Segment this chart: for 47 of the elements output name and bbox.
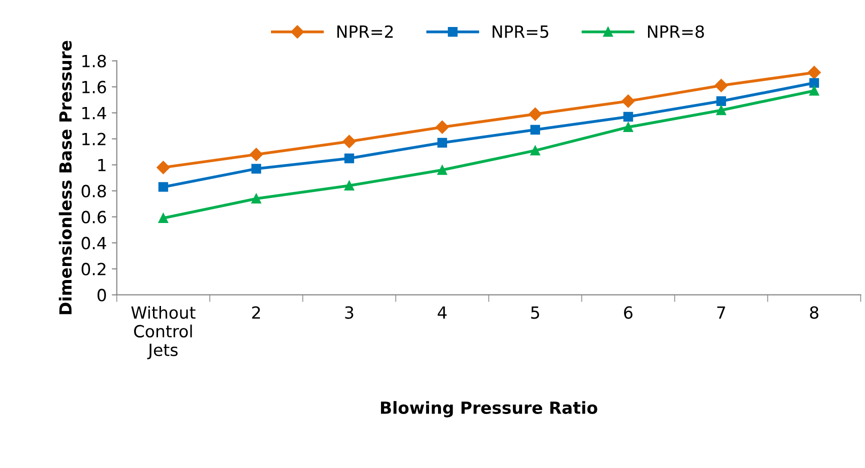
y-tick-label: 0.4 [82,236,106,250]
point [530,124,540,135]
point [623,112,634,122]
point [344,153,354,164]
x-tick-label: 8 [810,306,818,319]
point [250,148,263,162]
y-tick-label: 0.2 [82,262,106,276]
point [251,164,262,174]
y-tick-label: 0.6 [82,210,106,224]
x-tick-label: 7 [717,306,726,319]
y-tick-label: 1.6 [82,80,106,94]
y-tick-label: 1.4 [82,107,106,120]
point [344,180,354,190]
point [716,105,726,116]
point [714,78,728,92]
point [251,194,262,204]
point [623,122,634,132]
point [436,120,449,134]
point [530,146,540,156]
legend-label: NPR=8 [648,25,704,38]
point [716,96,726,106]
y-axis-title: Dimensionless Base Pressure [58,40,72,314]
point [809,86,820,96]
y-tick-label: 1 [98,159,106,172]
point [158,213,168,223]
x-axis-title: Blowing Pressure Ratio [380,401,598,418]
point [528,108,542,121]
y-tick-label: 0.8 [82,184,106,198]
point [808,66,821,80]
point [342,134,356,148]
x-tick-label: 2 [252,306,260,319]
x-tick-label: 3 [345,306,354,319]
x-tick-label: 6 [624,306,632,319]
point [437,165,448,175]
x-tick-label: Without Control Jets [131,306,196,360]
y-tick-label: 1.8 [82,54,106,68]
legend-label: NPR=5 [492,26,548,38]
legend-label: NPR=2 [337,25,393,38]
point [809,78,820,88]
x-tick-label: 5 [531,306,540,319]
point [622,94,635,108]
y-tick-label: 0 [98,288,106,302]
point [437,138,448,148]
point [158,182,168,192]
point [156,160,170,174]
y-tick-label: 1.2 [82,132,106,146]
x-tick-label: 4 [438,306,447,319]
